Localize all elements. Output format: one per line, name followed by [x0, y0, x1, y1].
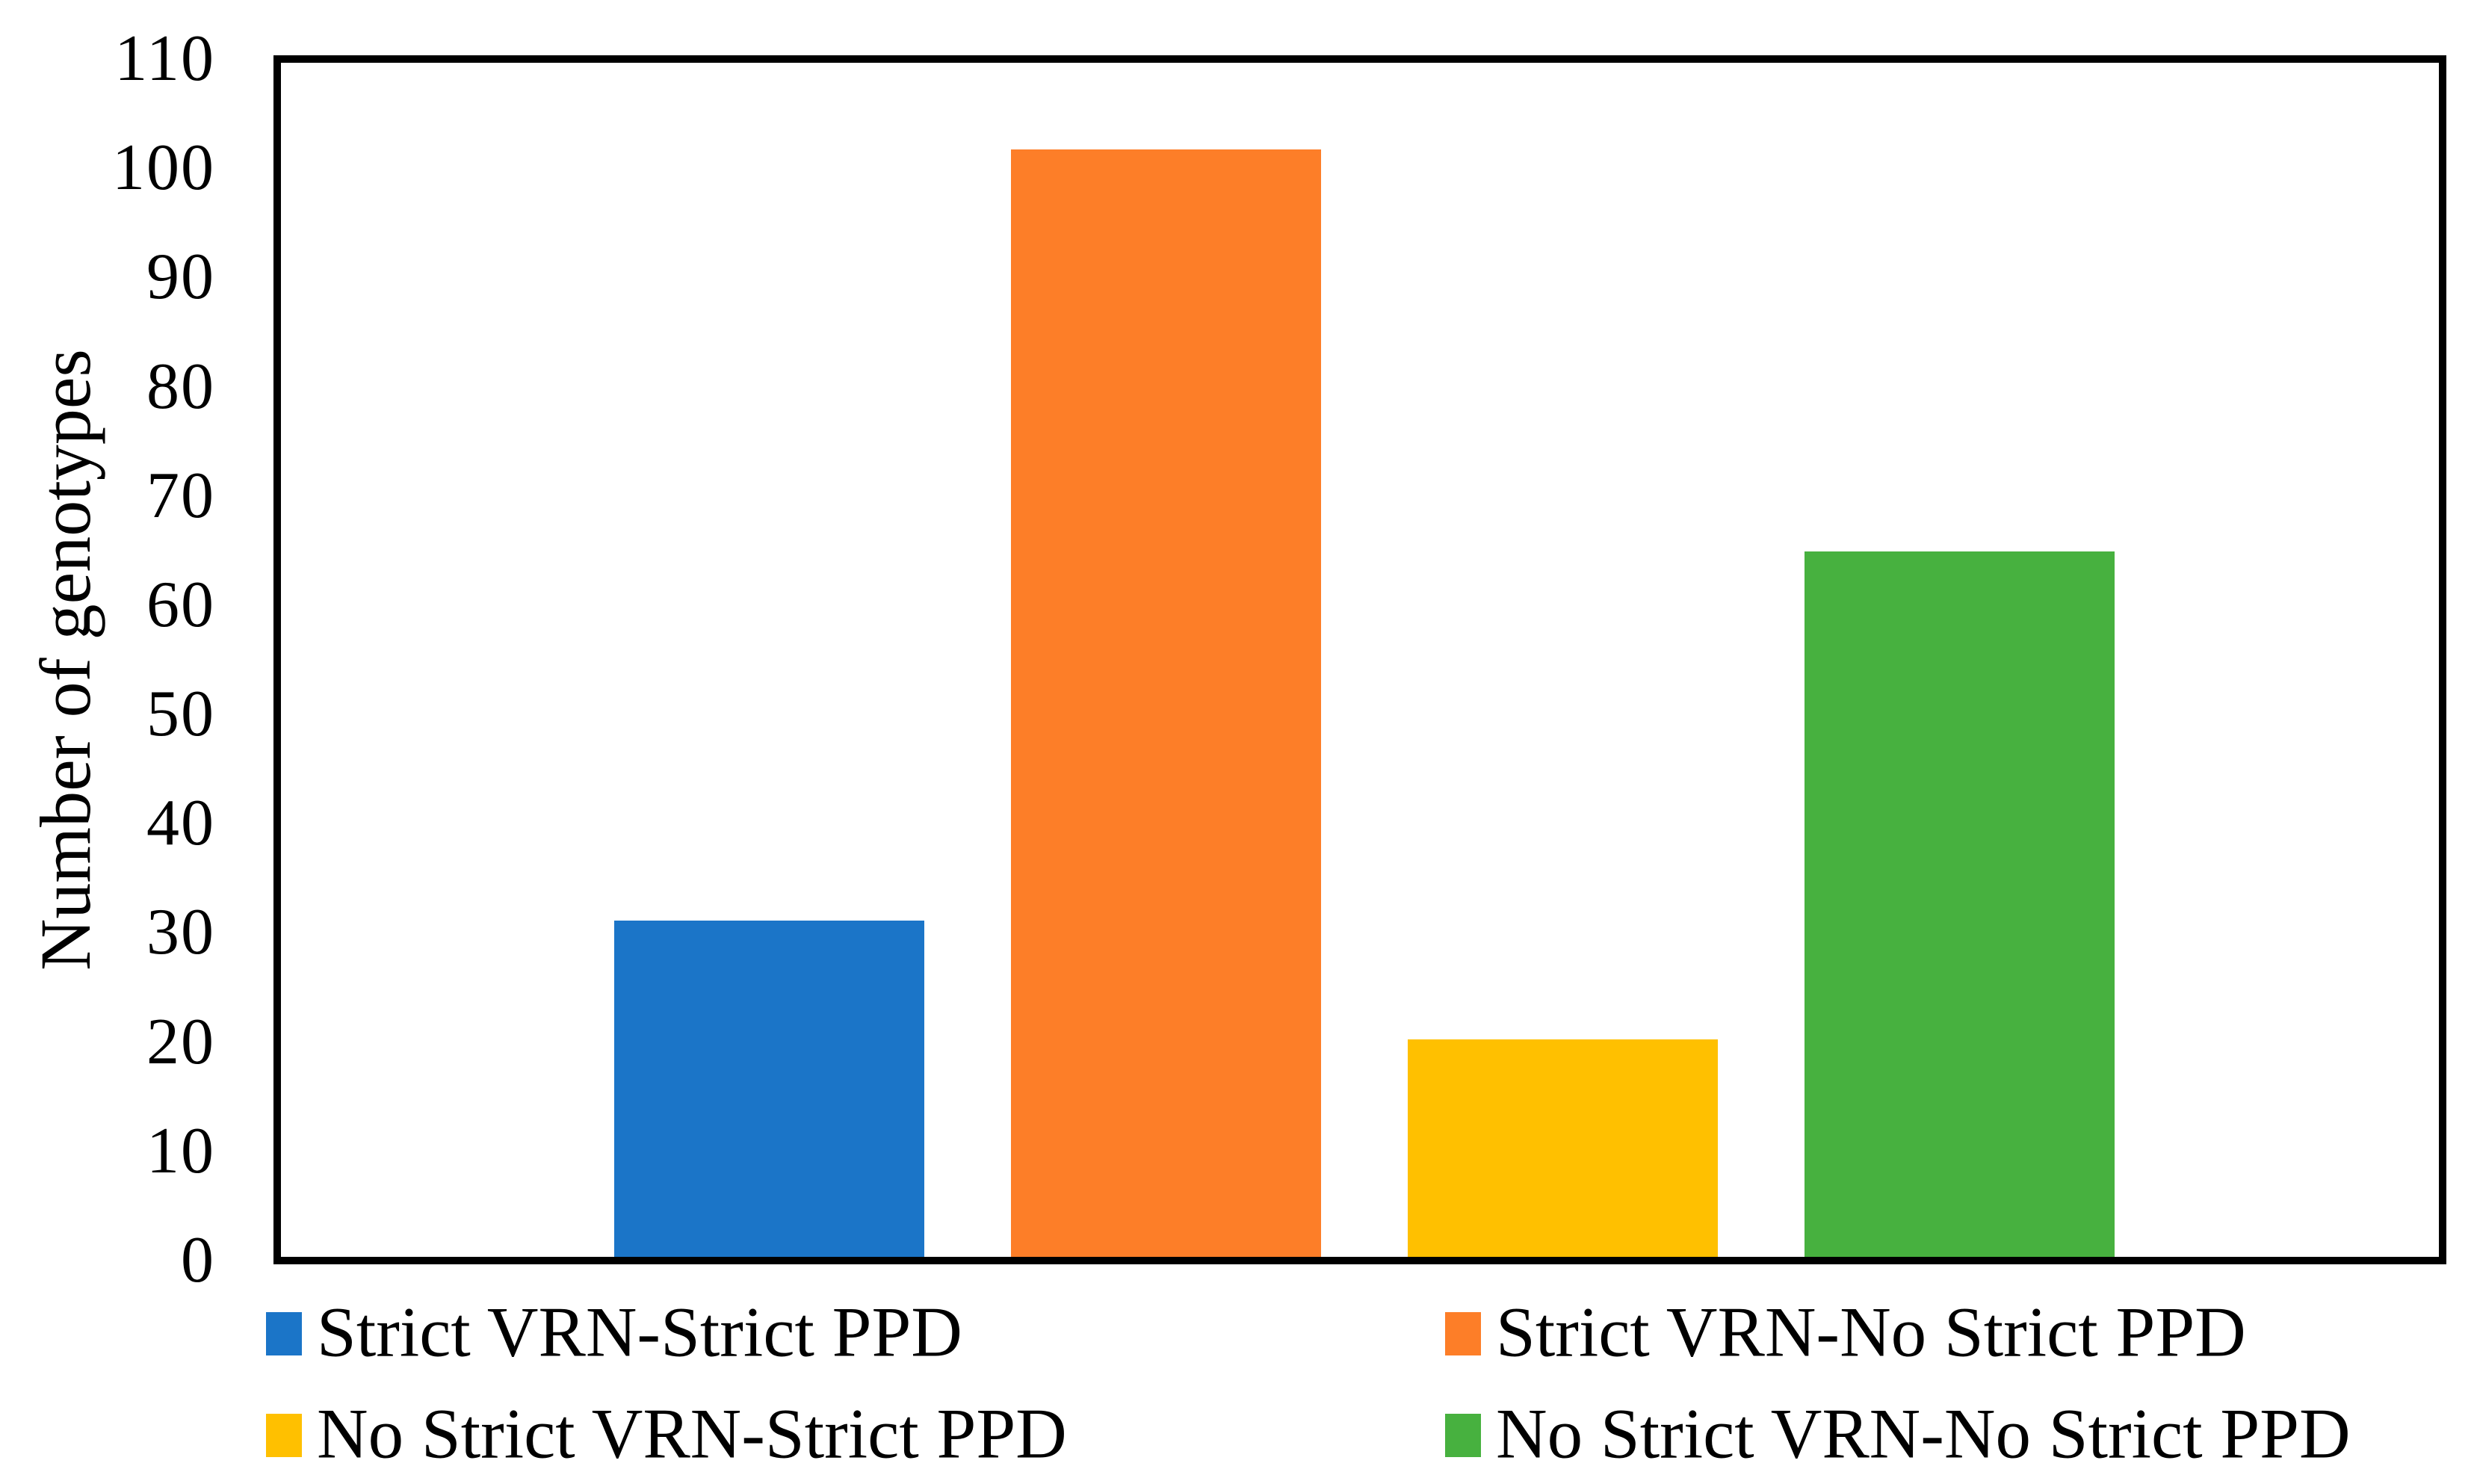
- bar-strict-vrn-strict-ppd: [614, 921, 924, 1257]
- legend-key-swatch: [266, 1414, 302, 1457]
- plot-area: [273, 55, 2446, 1264]
- y-tick-label: 90: [146, 241, 215, 314]
- bar-strict-vrn-no-strict-ppd: [1011, 149, 1321, 1257]
- legend-key-swatch: [266, 1312, 302, 1355]
- y-tick-label: 60: [146, 568, 215, 641]
- y-tick-label: 40: [146, 787, 215, 860]
- y-tick-label: 70: [146, 459, 215, 532]
- y-tick-label: 0: [181, 1224, 215, 1296]
- y-tick-label: 30: [146, 896, 215, 969]
- y-tick-label: 10: [146, 1114, 215, 1187]
- legend-key-swatch: [1445, 1414, 1481, 1457]
- legend-item-label: No Strict VRN-Strict PPD: [317, 1394, 1067, 1474]
- y-tick-label: 100: [112, 132, 215, 205]
- legend-key-swatch: [1445, 1312, 1481, 1355]
- legend-item-label: Strict VRN-No Strict PPD: [1496, 1292, 2246, 1372]
- legend-item-label: No Strict VRN-No Strict PPD: [1496, 1394, 2351, 1474]
- bar-no-strict-vrn-strict-ppd: [1408, 1039, 1718, 1257]
- y-tick-label: 80: [146, 350, 215, 423]
- y-tick-label: 20: [146, 1005, 215, 1078]
- legend-item-label: Strict VRN-Strict PPD: [317, 1292, 962, 1372]
- y-tick-label: 110: [114, 22, 215, 95]
- bar-no-strict-vrn-no-strict-ppd: [1805, 551, 2115, 1257]
- y-tick-label: 50: [146, 678, 215, 751]
